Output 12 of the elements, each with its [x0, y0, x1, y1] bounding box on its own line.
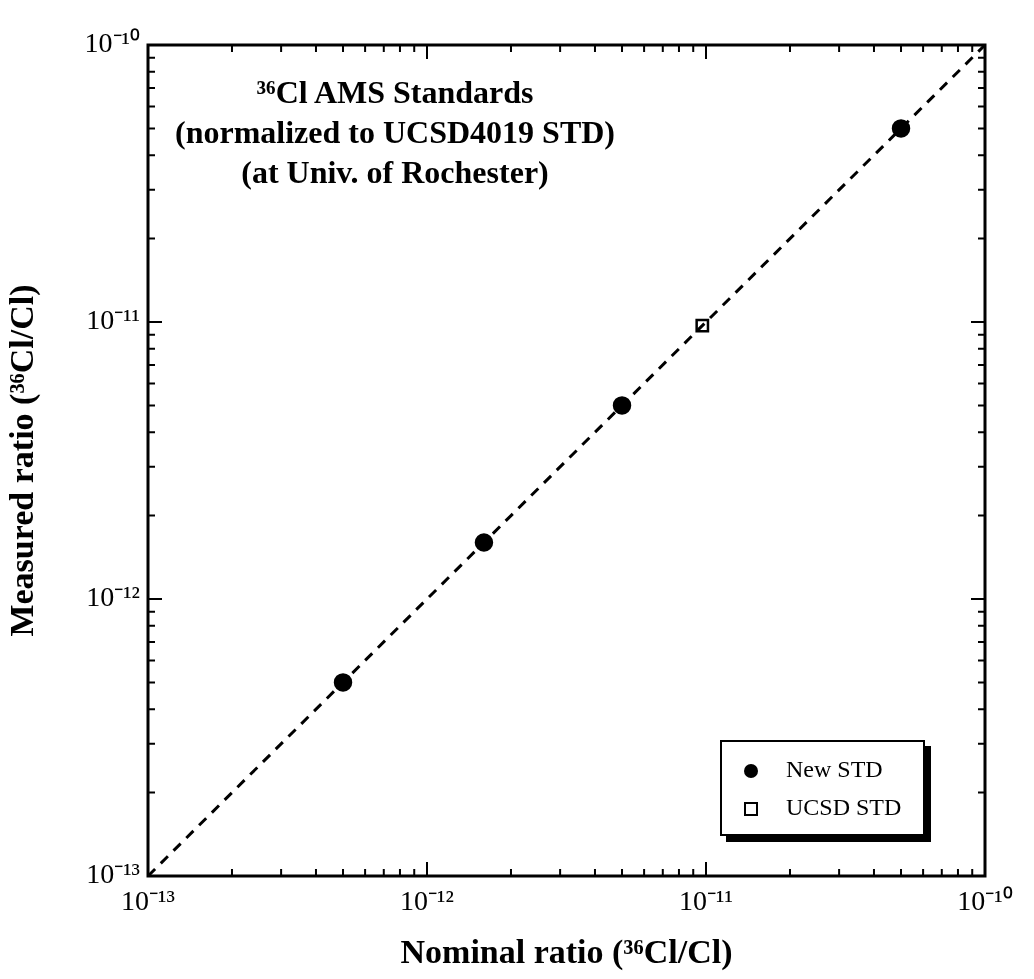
text: ³⁶Cl AMS Standards [255, 73, 535, 112]
text: (normalized to UCSD4019 STD) (at Univ. of Rochester) [174, 113, 616, 192]
legend-label: UCSD STD [786, 794, 902, 820]
x-tick-label: 10⁻¹² [400, 885, 454, 917]
legend-label: New STD [786, 756, 883, 782]
y-axis-title: Measured ratio (³⁶Cl/Cl) [3, 284, 42, 637]
y-tick-label: 10⁻¹⁰ [84, 27, 140, 59]
y-tick-label: 10⁻¹¹ [86, 304, 140, 336]
x-tick-label: 10⁻¹¹ [679, 885, 733, 917]
x-tick-label: 10⁻¹⁰ [957, 885, 1013, 917]
x-axis-title: Nominal ratio (³⁶Cl/Cl) [400, 933, 733, 972]
y-tick-label: 10⁻¹² [86, 581, 140, 613]
